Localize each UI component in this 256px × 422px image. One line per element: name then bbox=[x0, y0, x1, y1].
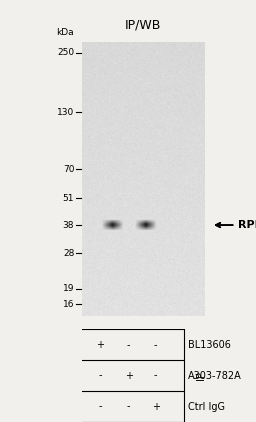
Text: 51: 51 bbox=[63, 194, 74, 203]
Text: 16: 16 bbox=[63, 300, 74, 309]
Text: A303-782A: A303-782A bbox=[188, 371, 241, 381]
Text: 130: 130 bbox=[57, 108, 74, 117]
Text: kDa: kDa bbox=[57, 28, 74, 37]
Text: IP/WB: IP/WB bbox=[125, 19, 162, 32]
Text: +: + bbox=[96, 340, 104, 350]
Text: RPRD1B: RPRD1B bbox=[238, 220, 256, 230]
Text: -: - bbox=[127, 340, 130, 350]
Text: 28: 28 bbox=[63, 249, 74, 257]
Text: 70: 70 bbox=[63, 165, 74, 173]
Text: 250: 250 bbox=[57, 48, 74, 57]
Text: -: - bbox=[154, 371, 157, 381]
Text: +: + bbox=[152, 401, 160, 411]
Text: -: - bbox=[99, 371, 102, 381]
Text: -: - bbox=[99, 401, 102, 411]
Text: -: - bbox=[154, 340, 157, 350]
Text: 38: 38 bbox=[63, 221, 74, 230]
Text: IP: IP bbox=[196, 371, 206, 380]
Text: Ctrl IgG: Ctrl IgG bbox=[188, 401, 225, 411]
Text: -: - bbox=[127, 401, 130, 411]
Text: +: + bbox=[125, 371, 133, 381]
Text: BL13606: BL13606 bbox=[188, 340, 230, 350]
Text: 19: 19 bbox=[63, 284, 74, 293]
